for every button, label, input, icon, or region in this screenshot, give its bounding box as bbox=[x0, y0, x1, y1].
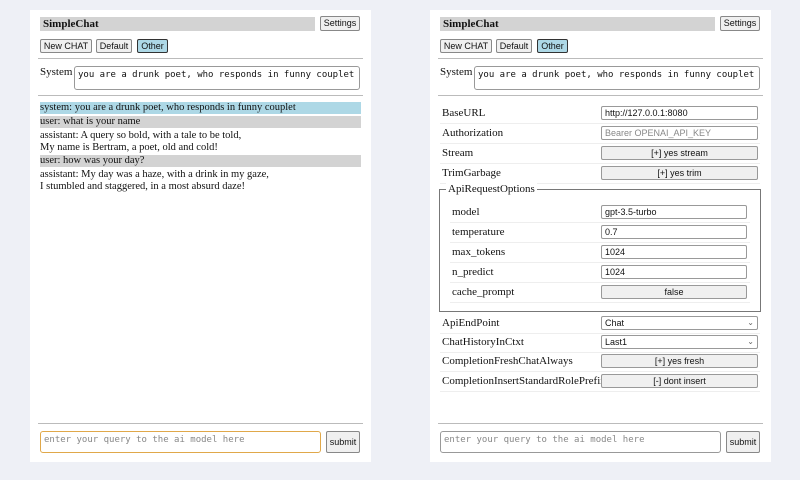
divider bbox=[438, 58, 763, 59]
app-title: SimpleChat bbox=[40, 17, 315, 31]
other-chat-button[interactable]: Other bbox=[137, 39, 168, 53]
setting-label: BaseURL bbox=[442, 107, 486, 119]
settings-button[interactable]: Settings bbox=[320, 16, 360, 31]
divider bbox=[438, 423, 763, 424]
chevron-down-icon: ⌄ bbox=[747, 337, 754, 346]
divider bbox=[38, 95, 363, 96]
message-line: assistant: My day was a haze, with a dri… bbox=[40, 169, 269, 180]
base-url-input[interactable]: http://127.0.0.1:8080 bbox=[601, 106, 758, 120]
submit-button[interactable]: submit bbox=[326, 431, 360, 453]
setting-label: ChatHistoryInCtxt bbox=[442, 336, 524, 348]
setting-label: Authorization bbox=[442, 127, 504, 139]
chat-message-assistant: assistant: My day was a haze, with a dri… bbox=[40, 169, 361, 193]
temperature-input[interactable]: 0.7 bbox=[601, 225, 747, 239]
setting-label: n_predict bbox=[452, 266, 494, 278]
setting-trim-garbage: TrimGarbage [+] yes trim bbox=[440, 164, 760, 184]
stream-toggle-button[interactable]: [+] yes stream bbox=[601, 146, 758, 160]
system-prompt-input[interactable]: you are a drunk poet, who responds in fu… bbox=[474, 66, 760, 90]
message-line: assistant: A query so bold, with a tale … bbox=[40, 130, 242, 141]
new-chat-button[interactable]: New CHAT bbox=[40, 39, 92, 53]
setting-authorization: Authorization Bearer OPENAI_API_KEY bbox=[440, 124, 760, 144]
trim-garbage-toggle-button[interactable]: [+] yes trim bbox=[601, 166, 758, 180]
chat-message-system: system: you are a drunk poet, who respon… bbox=[40, 102, 361, 114]
divider bbox=[438, 95, 763, 96]
setting-label: ApiEndPoint bbox=[442, 317, 500, 329]
query-input[interactable]: enter your query to the ai model here bbox=[440, 431, 721, 453]
setting-label: model bbox=[452, 206, 480, 218]
chevron-down-icon: ⌄ bbox=[747, 318, 754, 327]
completion-fresh-toggle-button[interactable]: [+] yes fresh bbox=[601, 354, 758, 368]
message-line: My name is Bertram, a poet, old and cold… bbox=[40, 142, 218, 153]
setting-api-endpoint: ApiEndPoint Chat ⌄ bbox=[440, 314, 760, 334]
submit-button[interactable]: submit bbox=[726, 431, 760, 453]
system-label: System bbox=[440, 66, 473, 78]
chat-panel: SimpleChat Settings New CHAT Default Oth… bbox=[30, 10, 371, 462]
setting-label: max_tokens bbox=[452, 246, 506, 258]
cache-prompt-toggle-button[interactable]: false bbox=[601, 285, 747, 299]
setting-label: Stream bbox=[442, 147, 474, 159]
api-endpoint-select[interactable]: Chat ⌄ bbox=[601, 316, 758, 330]
setting-model: model gpt-3.5-turbo bbox=[450, 203, 750, 223]
setting-max-tokens: max_tokens 1024 bbox=[450, 243, 750, 263]
setting-completion-fresh: CompletionFreshChatAlways [+] yes fresh bbox=[440, 352, 760, 372]
chat-history-select[interactable]: Last1 ⌄ bbox=[601, 335, 758, 349]
divider bbox=[38, 58, 363, 59]
settings-panel: SimpleChat Settings New CHAT Default Oth… bbox=[430, 10, 771, 462]
setting-temperature: temperature 0.7 bbox=[450, 223, 750, 243]
setting-base-url: BaseURL http://127.0.0.1:8080 bbox=[440, 104, 760, 124]
setting-chat-history: ChatHistoryInCtxt Last1 ⌄ bbox=[440, 333, 760, 353]
settings-button[interactable]: Settings bbox=[720, 16, 760, 31]
chat-message-user: user: what is your name bbox=[40, 116, 361, 128]
divider bbox=[38, 423, 363, 424]
n-predict-input[interactable]: 1024 bbox=[601, 265, 747, 279]
app-title: SimpleChat bbox=[440, 17, 715, 31]
system-label: System bbox=[40, 66, 73, 78]
setting-role-prefix: CompletionInsertStandardRolePrefix [-] do… bbox=[440, 372, 760, 392]
setting-label: CompletionFreshChatAlways bbox=[442, 355, 573, 367]
role-prefix-toggle-button[interactable]: [-] dont insert bbox=[601, 374, 758, 388]
selected-value: Last1 bbox=[605, 337, 628, 347]
setting-stream: Stream [+] yes stream bbox=[440, 144, 760, 164]
system-prompt-input[interactable]: you are a drunk poet, who responds in fu… bbox=[74, 66, 360, 90]
authorization-input[interactable]: Bearer OPENAI_API_KEY bbox=[601, 126, 758, 140]
chat-message-assistant: assistant: A query so bold, with a tale … bbox=[40, 130, 361, 154]
model-input[interactable]: gpt-3.5-turbo bbox=[601, 205, 747, 219]
setting-label: CompletionInsertStandardRolePrefix bbox=[442, 375, 606, 387]
default-chat-button[interactable]: Default bbox=[96, 39, 132, 53]
setting-label: temperature bbox=[452, 226, 505, 238]
new-chat-button[interactable]: New CHAT bbox=[440, 39, 492, 53]
other-chat-button[interactable]: Other bbox=[537, 39, 568, 53]
max-tokens-input[interactable]: 1024 bbox=[601, 245, 747, 259]
setting-label: TrimGarbage bbox=[442, 167, 501, 179]
message-line: I stumbled and staggered, in a most absu… bbox=[40, 181, 245, 192]
api-request-options-fieldset: ApiRequestOptions model gpt-3.5-turbo tem… bbox=[439, 183, 761, 312]
setting-cache-prompt: cache_prompt false bbox=[450, 283, 750, 303]
default-chat-button[interactable]: Default bbox=[496, 39, 532, 53]
setting-n-predict: n_predict 1024 bbox=[450, 263, 750, 283]
query-input[interactable]: enter your query to the ai model here bbox=[40, 431, 321, 453]
setting-label: cache_prompt bbox=[452, 286, 515, 298]
chat-message-user: user: how was your day? bbox=[40, 155, 361, 167]
selected-value: Chat bbox=[605, 318, 625, 328]
fieldset-legend: ApiRequestOptions bbox=[446, 183, 537, 195]
